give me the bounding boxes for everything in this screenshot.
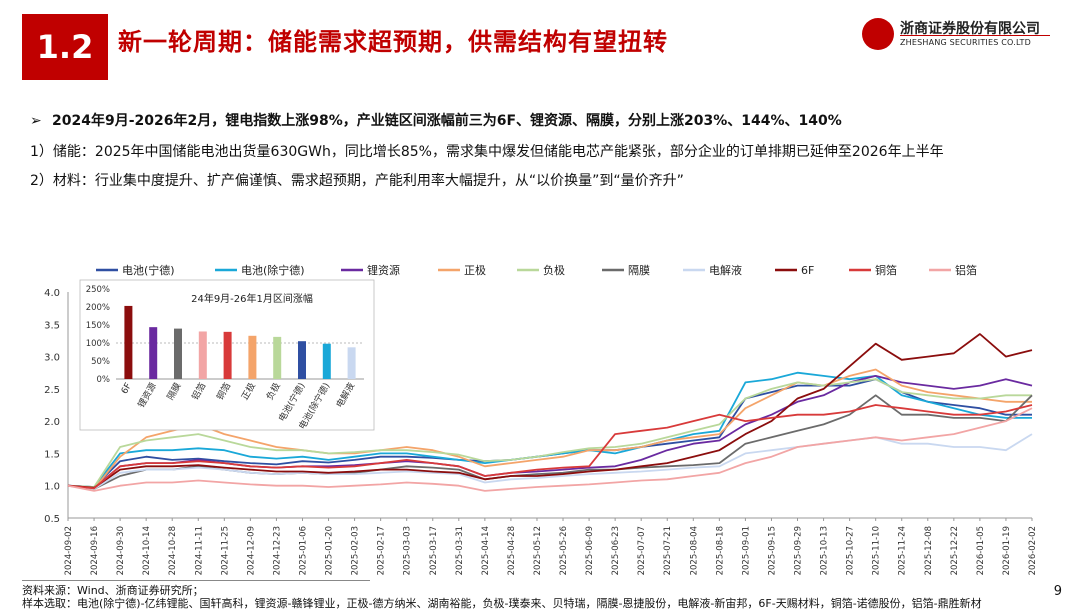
company-logo: 浙商证券股份有限公司 ZHESHANG SECURITIES CO.LTD	[862, 16, 1062, 56]
x-tick-label: 2024-11-25	[220, 526, 230, 575]
series-line	[67, 368, 1032, 490]
y-tick-label: 0.5	[44, 514, 60, 525]
logo-divider	[900, 35, 1050, 36]
x-tick-label: 2025-01-20	[325, 526, 335, 575]
x-tick-label: 2025-06-09	[585, 526, 595, 575]
inset-bar	[273, 336, 282, 379]
y-tick-label: 1.5	[44, 449, 60, 460]
logo-chinese-name: 浙商证券股份有限公司	[900, 21, 1040, 37]
x-tick-label: 2025-03-31	[455, 526, 465, 575]
logo-icon	[862, 18, 894, 50]
legend-label: 电池(除宁德)	[241, 263, 305, 277]
x-tick-label: 2025-02-03	[351, 526, 361, 575]
inset-bar	[322, 343, 331, 379]
section-number: 1.2	[22, 14, 108, 80]
inset-bar	[174, 328, 182, 379]
bullet-arrow-icon: ➢	[30, 113, 42, 129]
x-tick-label: 2025-04-14	[481, 526, 491, 575]
legend-label: 锂资源	[367, 263, 400, 277]
x-tick-label: 2026-01-19	[1002, 526, 1012, 575]
inset-bar	[198, 331, 207, 379]
inset-bar	[298, 341, 306, 379]
x-tick-label: 2024-09-16	[90, 526, 100, 575]
legend-label: 电池(宁德)	[122, 263, 175, 277]
page-number: 9	[1053, 584, 1062, 599]
summary-text: 2024年9月-2026年2月，锂电指数上涨98%，产业链区间涨幅前三为6F、锂…	[52, 113, 842, 129]
x-tick-label: 2025-10-13	[820, 526, 830, 575]
x-tick-label: 2025-07-07	[637, 526, 647, 575]
x-tick-label: 2025-06-23	[611, 526, 621, 575]
y-tick-label: 4.0	[44, 288, 60, 299]
inset-title: 24年9月-26年1月区间涨幅	[191, 292, 313, 305]
x-tick-label: 2025-08-04	[689, 526, 699, 575]
x-tick-label: 2025-04-28	[507, 526, 517, 575]
x-tick-label: 2024-10-28	[168, 526, 178, 575]
y-tick-label: 2.0	[44, 417, 60, 428]
inset-bar	[124, 305, 133, 379]
x-tick-label: 2024-10-14	[142, 526, 152, 575]
source-note: 资料来源：Wind、浙商证券研究所；	[22, 584, 204, 597]
x-tick-label: 2025-09-15	[767, 526, 777, 575]
point-storage: 1）储能：2025年中国储能电池出货量630GWh，同比增长85%，需求集中爆发…	[30, 144, 944, 160]
point-materials: 2）材料：行业集中度提升、扩产偏谨慎、需求超预期，产能利用率大幅提升，从“以价换…	[30, 173, 684, 189]
x-tick-label: 2025-09-01	[741, 526, 751, 575]
x-tick-label: 2025-12-08	[924, 526, 934, 575]
x-tick-label: 2025-07-21	[663, 526, 673, 575]
x-tick-label: 2024-12-23	[272, 526, 282, 575]
legend-label: 负极	[543, 263, 565, 277]
x-tick-label: 2025-12-22	[950, 526, 960, 575]
inset-bar	[347, 347, 356, 379]
x-tick-label: 2025-05-26	[559, 526, 569, 575]
inset-bar	[149, 327, 158, 379]
y-tick-label: 2.5	[44, 385, 60, 396]
legend-label: 隔膜	[628, 264, 650, 277]
x-tick-label: 2025-11-10	[872, 526, 882, 575]
x-tick-label: 2026-02-02	[1028, 526, 1038, 575]
inset-bar	[223, 331, 232, 379]
x-tick-label: 2025-11-24	[898, 526, 908, 575]
x-tick-label: 2025-09-29	[794, 526, 804, 575]
x-tick-label: 2025-03-03	[403, 526, 413, 575]
legend-label: 铜箔	[875, 263, 897, 277]
y-tick-label: 3.0	[44, 353, 60, 364]
x-tick-label: 2025-08-18	[715, 526, 725, 575]
inset-bar	[248, 335, 257, 379]
inset-y-tick: 200%	[86, 303, 110, 313]
sample-note: 样本选取：电池(除宁德)-亿纬锂能、国轩高科，锂资源-赣锋锂业，正极-德方纳米、…	[22, 597, 982, 610]
inset-y-tick: 250%	[86, 285, 110, 295]
x-tick-label: 2025-05-12	[533, 526, 543, 575]
x-tick-label: 2025-03-17	[429, 526, 439, 575]
page-title: 新一轮周期：储能需求超预期，供需结构有望扭转	[118, 28, 668, 56]
x-tick-label: 2024-09-30	[116, 526, 126, 575]
x-tick-label: 2024-12-09	[246, 526, 256, 575]
logo-english-name: ZHESHANG SECURITIES CO.LTD	[900, 38, 1031, 47]
x-tick-label: 2026-01-05	[976, 526, 986, 575]
inset-y-tick: 100%	[86, 339, 110, 349]
legend-label: 正极	[464, 263, 486, 277]
legend-label: 6F	[801, 264, 814, 277]
x-tick-label: 2024-11-11	[194, 526, 204, 575]
y-tick-label: 1.0	[44, 482, 60, 493]
series-line	[67, 333, 1033, 489]
x-tick-label: 2025-01-06	[298, 526, 308, 575]
index-line-chart: 0.5 1.0 1.5 2.0 2.5 3.0 3.5 4.0 2024-09-02 2024-0…	[44, 263, 1038, 575]
x-tick-label: 2025-10-27	[846, 526, 856, 575]
inset-x-label: 6F	[120, 382, 134, 396]
summary-bullet: ➢ 2024年9月-2026年2月，锂电指数上涨98%，产业链区间涨幅前三为6F、…	[30, 110, 842, 130]
y-tick-label: 3.5	[44, 320, 60, 331]
x-tick-label: 2024-09-02	[64, 526, 74, 575]
legend-label: 电解液	[709, 263, 742, 277]
inset-y-tick: 50%	[91, 357, 110, 367]
series-line	[67, 404, 1033, 490]
series-line	[67, 378, 1032, 488]
inset-y-tick: 150%	[86, 321, 110, 331]
series-line	[67, 407, 1033, 492]
x-tick-label: 2025-02-17	[377, 526, 387, 575]
footer-divider	[22, 580, 370, 581]
legend-label: 铝箔	[955, 263, 977, 277]
inset-y-tick: 0%	[97, 375, 111, 385]
